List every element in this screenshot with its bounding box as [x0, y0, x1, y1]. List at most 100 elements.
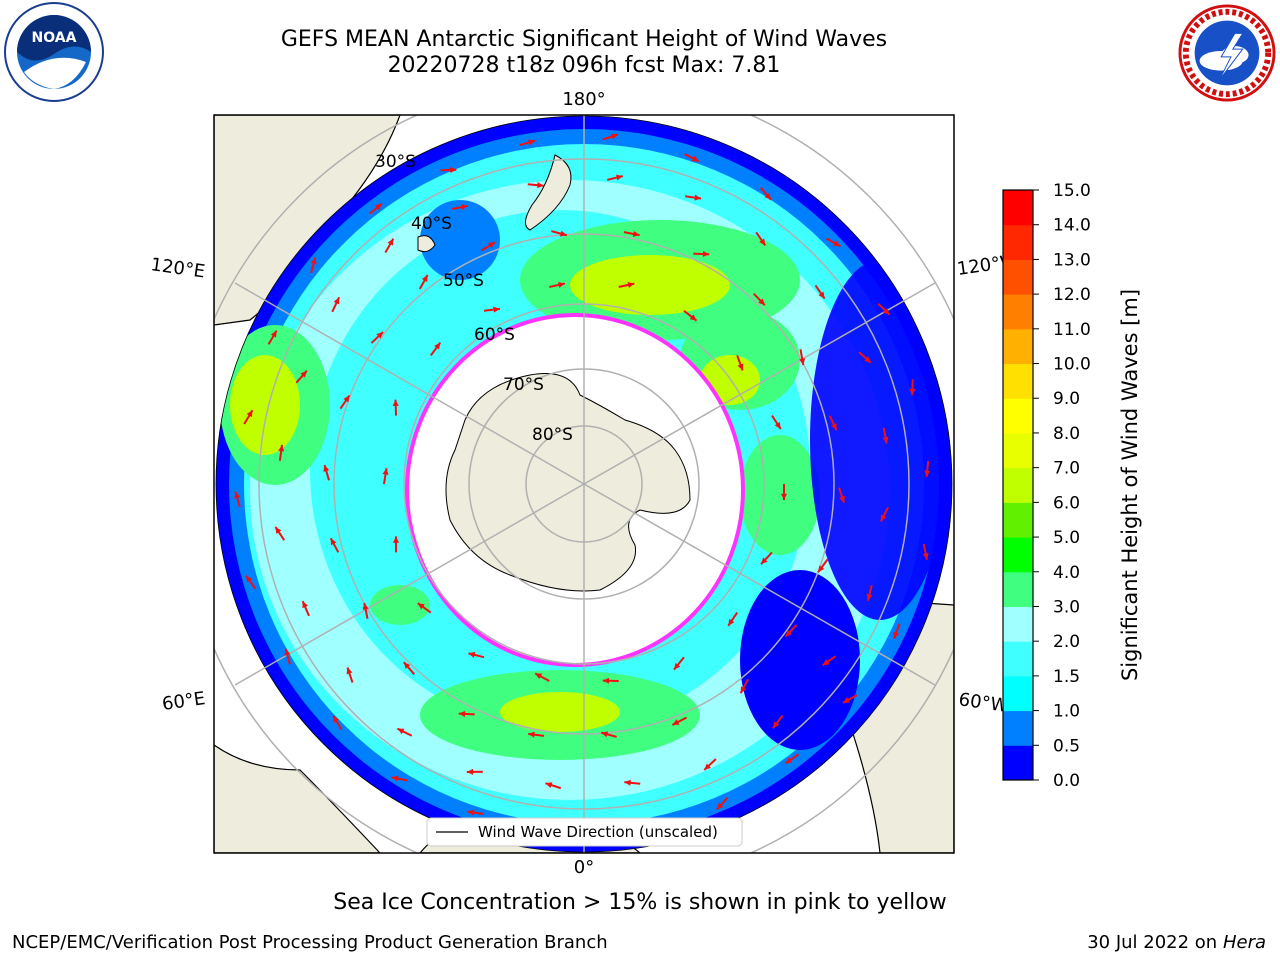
- wave-arrow-head: [880, 514, 887, 522]
- wave-arrow-head: [275, 526, 282, 534]
- wave-arrow-head: [924, 470, 931, 477]
- wave-arrow-head: [615, 174, 623, 181]
- wave-arrow-head: [689, 314, 697, 321]
- wave-arrow-head: [759, 238, 766, 246]
- wave-arrow-head: [310, 257, 317, 265]
- wave-arrow-head: [450, 166, 457, 174]
- wave-arrow-head: [882, 436, 889, 444]
- lon-label-60w: 60°W: [957, 689, 1009, 717]
- wave-arrow-head: [488, 242, 496, 249]
- system-name: Hera: [1222, 932, 1266, 953]
- colorbar-tick-label: 4.0: [1053, 563, 1080, 583]
- colorbar-swatch: [1003, 259, 1033, 295]
- colorbar-swatch: [1003, 710, 1033, 746]
- wave-arrow-head: [774, 422, 781, 429]
- colorbar-swatch: [1003, 502, 1033, 538]
- wave-arrow-head: [278, 444, 285, 452]
- wave-arrow-head: [772, 721, 780, 729]
- colorbar-label: Significant Height of Wind Waves [m]: [1118, 288, 1142, 682]
- colorbar-swatch: [1003, 675, 1033, 712]
- wind-wave-arrows: [234, 133, 931, 830]
- wave-arrow-head: [284, 648, 291, 656]
- colorbar-tick-label: 0.5: [1053, 736, 1080, 756]
- colorbar-swatch: [1003, 398, 1033, 434]
- wave-arrow-head: [704, 763, 711, 770]
- colorbar-swatch: [1003, 606, 1033, 642]
- wave-arrow-head: [866, 593, 873, 601]
- wave-arrow-head: [893, 631, 900, 639]
- colorbar-tick-label: 8.0: [1053, 424, 1080, 444]
- wave-arrow-head: [785, 629, 793, 637]
- colorbar-tick-label: 12.0: [1053, 285, 1091, 305]
- wave-arrow-head: [909, 388, 916, 396]
- colorbar-swatch: [1003, 641, 1033, 677]
- wave-arrow-head: [537, 182, 544, 189]
- wave-arrow-head: [300, 370, 307, 378]
- wave-arrow-head: [302, 601, 308, 609]
- wave-arrow-head: [391, 775, 399, 782]
- wave-arrow-head: [673, 662, 681, 670]
- lon-label-60e: 60°E: [161, 688, 207, 715]
- colorbar-tick-label: 9.0: [1053, 389, 1080, 409]
- colorbar-swatch: [1003, 190, 1033, 226]
- wave-arrow-head: [376, 332, 384, 339]
- wave-arrow-head: [818, 291, 825, 299]
- wave-arrow-head: [397, 728, 405, 735]
- wave-arrow-head: [382, 468, 389, 475]
- date-line: 30 Jul 2022 on Hera: [1087, 932, 1266, 953]
- colorbar-tick-label: 6.0: [1053, 493, 1080, 513]
- lat-label-80s: 80°S: [532, 425, 573, 445]
- wave-arrow-head: [434, 342, 441, 350]
- wave-arrow-head: [694, 194, 702, 201]
- colorbar-tick-label: 10.0: [1053, 355, 1091, 375]
- colorbar-swatch: [1003, 328, 1033, 365]
- wave-arrow-head: [842, 697, 850, 703]
- graticule: [214, 115, 954, 853]
- wave-arrow-head: [799, 358, 806, 365]
- colorbar-tick-label: 3.0: [1053, 597, 1080, 617]
- date-text: 30 Jul 2022 on: [1087, 932, 1223, 953]
- colorbar-swatch: [1003, 745, 1033, 781]
- legend-label: Wind Wave Direction (unscaled): [478, 823, 718, 841]
- map-legend: Wind Wave Direction (unscaled): [426, 817, 743, 847]
- lat-label-70s: 70°S: [503, 375, 544, 395]
- wave-arrow-head: [632, 230, 640, 237]
- map-panel: [214, 115, 954, 853]
- wave-arrow-head: [392, 399, 399, 407]
- colorbar-tick-label: 2.0: [1053, 632, 1080, 652]
- wave-arrow-head: [417, 603, 425, 610]
- lat-label-40s: 40°S: [411, 214, 452, 234]
- colorbar-swatch: [1003, 224, 1033, 260]
- wave-arrow-head: [333, 297, 340, 305]
- colorbar-tick-label: 13.0: [1053, 250, 1091, 270]
- lon-label-120e: 120°E: [149, 254, 206, 282]
- wave-arrow-head: [610, 133, 618, 140]
- colorbar-tick-label: 1.5: [1053, 667, 1080, 687]
- wave-arrow-head: [528, 731, 535, 738]
- wave-arrow-head: [245, 575, 253, 583]
- tasmania-landmass: [417, 235, 436, 253]
- wave-arrow-head: [758, 298, 765, 306]
- wave-arrow-head: [702, 250, 710, 258]
- wave-arrow-head: [761, 557, 768, 565]
- wave-arrow-head: [602, 677, 610, 684]
- lon-label-180: 180°: [562, 89, 605, 110]
- wave-arrow-head: [691, 155, 699, 162]
- colorbar-tick-label: 14.0: [1053, 216, 1091, 236]
- colorbar: 0.0 0.5 1.0 1.5 2.0 3.0 4.0 5.0 6.0 7.0 8.0 9.0 10.0…: [1002, 181, 1091, 791]
- wave-arrow-head: [468, 651, 476, 658]
- wave-arrow-head: [716, 802, 724, 810]
- lat-label-50s: 50°S: [443, 271, 484, 291]
- map-frame: [213, 114, 955, 854]
- wave-arrow-head: [362, 603, 369, 610]
- wave-arrow-head: [627, 282, 635, 288]
- wave-arrow-head: [387, 238, 394, 246]
- colorbar-swatch: [1003, 294, 1033, 330]
- wave-arrow-head: [559, 230, 567, 237]
- wave-arrow-head: [818, 565, 825, 573]
- wave-arrow-head: [246, 410, 253, 418]
- wave-arrow-head: [403, 662, 411, 669]
- wave-arrow-head: [535, 673, 543, 680]
- wave-arrow-head: [461, 204, 468, 211]
- colorbar-tick-label: 0.0: [1053, 771, 1080, 791]
